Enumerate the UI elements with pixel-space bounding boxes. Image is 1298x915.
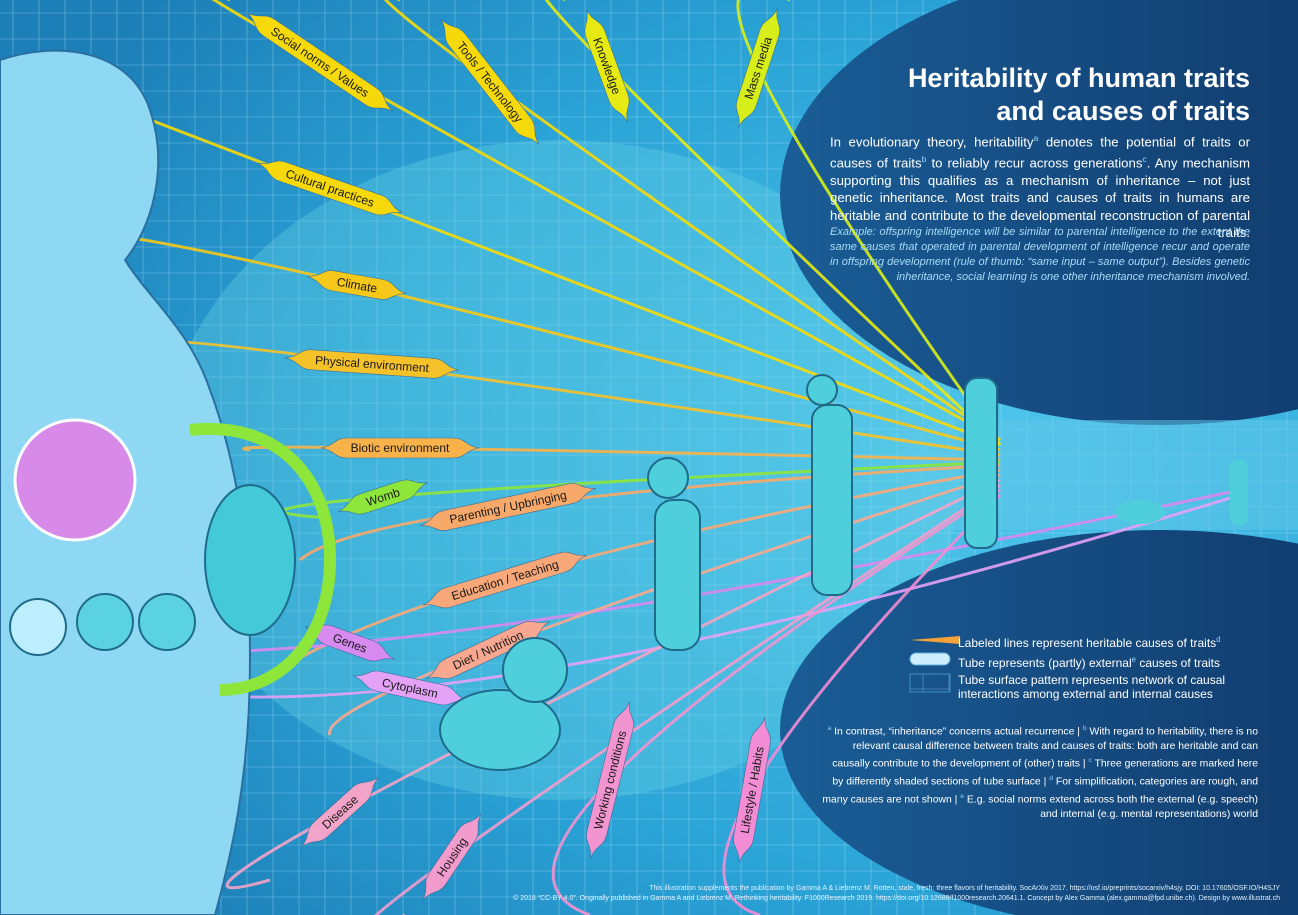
text-segment: Tube represents (partly) external [958,656,1132,670]
example: Example: offspring intelligence will be … [830,225,1250,285]
woman-head [807,375,837,405]
cell-morula [139,594,195,650]
title: Heritability of human traits and causes … [900,62,1250,128]
page: Heritability of human traits and causes … [0,0,1298,915]
woman-figure [812,405,852,595]
legend-tube-icon [910,653,950,665]
credit-line: This illustration supplements the public… [380,884,1280,894]
footnote-marker: d [1216,635,1220,644]
cause-label-text: Biotic environment [351,441,450,455]
text-segment: to reliably recur across generations [926,155,1142,170]
legend-entry: Tube surface pattern represents network … [958,673,1258,701]
text-segment: Labeled lines represent heritable causes… [958,636,1216,650]
far-child [1230,460,1248,525]
text-segment: In contrast, “inheritance” concerns actu… [831,726,1083,737]
child-figure [655,500,700,650]
legend-entry: Labeled lines represent heritable causes… [958,633,1258,650]
cell-egg [10,599,66,655]
fetus [205,485,295,635]
legend-entry: Tube represents (partly) externale cause… [958,653,1258,670]
text-segment: causes of traits [1136,656,1220,670]
pregnant-figure [965,378,997,548]
cause-label: Biotic environment [321,438,480,458]
far-baby [1115,500,1165,524]
credit-line: © 2018 “CC-BY 4.0”. Originally published… [380,894,1280,904]
cell-two [77,594,133,650]
legend-mesh-icon [910,674,950,692]
child-head [648,458,688,498]
text-segment: In evolutionary theory, heritability [830,134,1033,149]
text-segment: Tube surface pattern represents network … [958,673,1225,701]
footnotes: a In contrast, “inheritance” concerns ac… [820,722,1258,823]
legend: Labeled lines represent heritable causes… [958,633,1258,704]
text-segment: E.g. social norms extend across both the… [964,795,1258,821]
body: Social norms / ValuesTools / TechnologyK… [0,0,1298,915]
dna-circle [15,420,135,540]
baby-head [503,638,567,702]
credits: This illustration supplements the public… [380,884,1280,904]
